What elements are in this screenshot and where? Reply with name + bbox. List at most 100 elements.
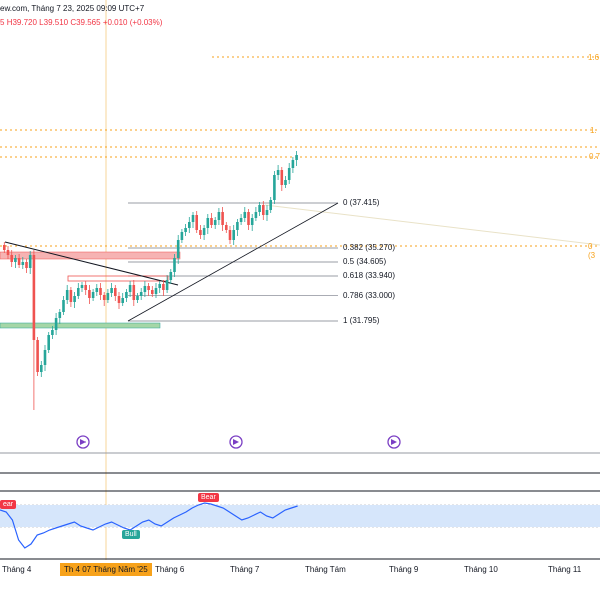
- support-zone: [0, 322, 161, 329]
- candle-body: [21, 262, 25, 265]
- candle-body: [154, 288, 158, 294]
- candle-body: [51, 330, 54, 335]
- candle-body: [232, 230, 235, 240]
- candle-body: [43, 350, 47, 365]
- candle-body: [236, 222, 239, 230]
- ascending-trendline: [127, 202, 339, 322]
- candle-body: [188, 222, 191, 228]
- candle-body: [262, 205, 265, 215]
- candle-body: [165, 280, 169, 290]
- candle-body: [114, 288, 117, 296]
- descending-trendline: [4, 241, 179, 286]
- candle-body: [228, 230, 232, 240]
- candle-body: [213, 220, 217, 225]
- change-value: +0.010 (+0.03%): [102, 18, 163, 27]
- date-axis-label: Tháng 4: [2, 565, 32, 574]
- projection-line: [264, 204, 600, 246]
- candle-body: [28, 255, 32, 268]
- candle-body: [295, 155, 298, 160]
- candle-body: [91, 292, 95, 298]
- play-circle-icon[interactable]: [229, 435, 243, 449]
- candle-body: [258, 205, 261, 212]
- candle-body: [121, 298, 124, 303]
- bull-badge: Bull: [122, 530, 140, 539]
- candle-body: [180, 232, 184, 240]
- candle-body: [273, 175, 276, 200]
- candle-body: [169, 272, 173, 280]
- candle-body: [80, 285, 84, 288]
- bear-badge: Bear: [198, 493, 219, 502]
- bear-badge: ear: [0, 500, 17, 509]
- indicator-pane[interactable]: [0, 502, 600, 549]
- candle-body: [54, 318, 58, 330]
- candle-body: [128, 285, 132, 292]
- candle-body: [287, 168, 291, 180]
- play-circle-icon[interactable]: [76, 435, 90, 449]
- candle-body: [6, 250, 10, 255]
- candle-body: [280, 170, 284, 185]
- crosshair-date-label: Th 4 07 Tháng Năm '25: [60, 563, 152, 576]
- candle-body: [176, 240, 180, 258]
- candle-body: [132, 285, 136, 300]
- candle-body: [250, 218, 254, 225]
- candle-body: [291, 160, 295, 168]
- candle-body: [184, 228, 187, 232]
- candle-body: [36, 340, 39, 372]
- candle-body: [84, 285, 87, 290]
- candle-body: [173, 258, 176, 272]
- fib-label-1: 1 (31.795): [343, 316, 380, 325]
- chart-source-title: ew.com, Tháng 7 23, 2025 09:09 UTC+7: [0, 4, 145, 13]
- play-circle-icon[interactable]: [387, 435, 401, 449]
- candle-body: [151, 290, 154, 294]
- candle-body: [247, 212, 250, 225]
- candle-body: [73, 296, 76, 302]
- fib-label-0382: 0.382 (35.270): [343, 243, 396, 252]
- candle-body: [195, 215, 198, 230]
- candle-body: [99, 288, 102, 295]
- candle-body: [202, 228, 206, 235]
- candle-body: [102, 295, 106, 300]
- candle-body: [95, 288, 99, 292]
- date-axis-label: Tháng 10: [464, 565, 498, 574]
- candle-body: [32, 255, 36, 340]
- date-axis-label: Tháng Tám: [305, 565, 346, 574]
- candle-body: [62, 300, 65, 312]
- right-level-label: 1.6: [588, 53, 600, 62]
- candle-body: [65, 290, 69, 300]
- candle-body: [47, 335, 50, 350]
- close-value: C39.565: [70, 18, 101, 27]
- candle-body: [210, 218, 213, 225]
- date-axis-label: Tháng 7: [230, 565, 260, 574]
- candle-body: [225, 225, 228, 230]
- candle-body: [284, 180, 287, 185]
- candle-body: [199, 230, 202, 235]
- candle-body: [3, 245, 6, 250]
- candle-body: [221, 212, 224, 225]
- low-value: L39.510: [39, 18, 69, 27]
- candle-body: [136, 296, 139, 300]
- candle-body: [139, 292, 143, 296]
- candle-body: [17, 258, 21, 265]
- high-value: H39.720: [6, 18, 37, 27]
- right-level-label: 0.7: [589, 152, 600, 161]
- candle-body: [77, 288, 80, 296]
- candle-body: [206, 218, 210, 228]
- fib-label-05: 0.5 (34.605): [343, 257, 387, 266]
- candle-body: [69, 290, 73, 302]
- candle-body: [239, 218, 243, 222]
- candle-body: [58, 312, 62, 318]
- fib-label-0: 0 (37.415): [343, 198, 380, 207]
- candle-body: [143, 286, 147, 292]
- candle-body: [158, 284, 161, 288]
- resistance-box: [67, 275, 169, 282]
- candle-body: [276, 170, 280, 175]
- candle-body: [125, 292, 128, 298]
- candle-body: [254, 212, 258, 218]
- resistance-zone: [0, 251, 181, 260]
- candlestick-series: [3, 151, 298, 410]
- fib-label-0618: 0.618 (33.940): [343, 271, 396, 280]
- candle-body: [25, 262, 28, 268]
- candle-body: [117, 296, 121, 303]
- candle-body: [106, 293, 110, 300]
